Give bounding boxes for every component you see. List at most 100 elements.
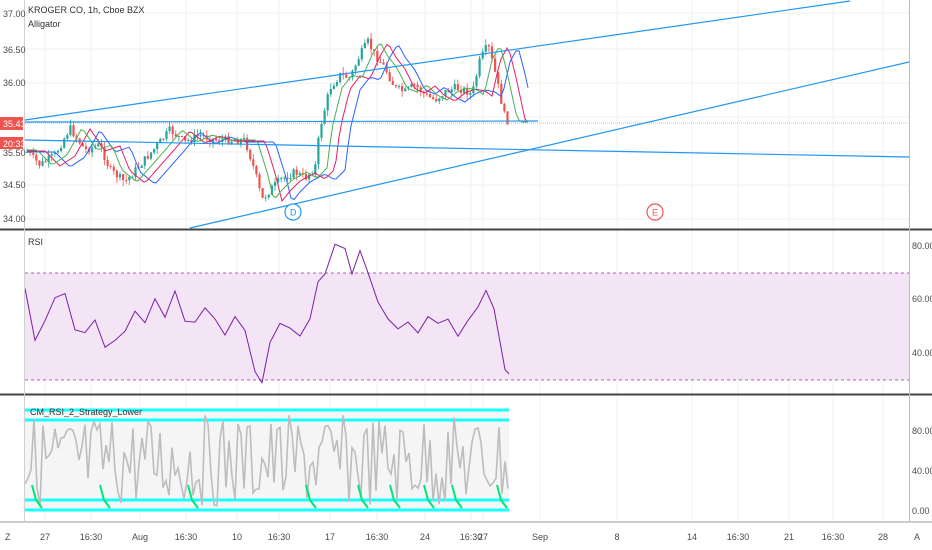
candle-body	[354, 65, 357, 71]
candle-body	[125, 180, 128, 182]
candle-body	[255, 165, 258, 175]
candle-body	[199, 134, 202, 137]
candle-body	[373, 49, 376, 51]
strategy-oversold-mark	[187, 484, 199, 509]
earnings-marker[interactable]	[646, 203, 664, 221]
candle-body	[91, 147, 94, 153]
candle-body	[453, 84, 456, 90]
rsi-title: RSI	[28, 237, 43, 247]
candle-body	[500, 83, 503, 104]
trendline-descending[interactable]	[24, 139, 910, 158]
candle-body	[32, 153, 35, 155]
candle-body	[370, 38, 373, 50]
trendline-upper[interactable]	[24, 0, 851, 121]
candle-body	[332, 85, 335, 89]
candle-body	[366, 38, 370, 44]
corner-label-right[interactable]: A	[914, 532, 920, 542]
rsi-axis-60: 60.00	[912, 294, 932, 304]
candle-body	[363, 43, 366, 49]
corner-label-left[interactable]: Z	[5, 532, 11, 542]
candle-body	[484, 45, 487, 52]
candle-body	[382, 62, 385, 65]
candle-body	[218, 140, 221, 143]
candle-body	[323, 110, 326, 124]
price-label-36: 36.00	[3, 78, 26, 88]
time-badge-text: 20:33	[3, 139, 26, 149]
candle-body	[280, 178, 283, 180]
candle-body	[63, 138, 66, 148]
time-axis-label: 16:30	[727, 532, 750, 542]
candle-body	[494, 58, 497, 72]
candle-body	[264, 197, 267, 199]
candle-body	[84, 146, 87, 149]
candle-body	[475, 76, 478, 87]
strategy-oversold-mark	[31, 484, 43, 509]
candle-body	[115, 170, 118, 178]
rsi-line	[24, 243, 510, 385]
candle-body	[171, 126, 174, 135]
main-pane[interactable]	[0, 0, 909, 228]
dividend-marker[interactable]	[284, 203, 302, 221]
trendlines[interactable]	[24, 0, 910, 229]
candle-body	[72, 125, 75, 137]
candle-body	[416, 84, 419, 88]
time-axis-label: 17	[325, 532, 335, 542]
candle-body	[261, 188, 264, 198]
candle-body	[298, 173, 301, 175]
candle-body	[379, 61, 382, 63]
candle-body	[211, 138, 215, 143]
time-axis-label: 14	[687, 532, 697, 542]
candle-body	[187, 140, 190, 142]
candle-body	[413, 84, 416, 86]
strategy-lines	[24, 408, 509, 512]
candle-body	[404, 88, 407, 92]
time-axis-label: 16:30	[460, 532, 483, 542]
candle-body	[478, 58, 481, 77]
time-axis-label: 16:30	[822, 532, 845, 542]
candle-body	[351, 70, 354, 78]
candle-body	[432, 97, 435, 100]
candle-body	[314, 164, 317, 175]
candle-body	[292, 169, 295, 178]
candle-body	[401, 86, 404, 92]
time-axis-label: 28	[878, 532, 888, 542]
time-axis-label: 16:30	[80, 532, 103, 542]
candle-body	[131, 176, 134, 178]
time-axis-label: 16:30	[366, 532, 389, 542]
candle-body	[503, 103, 506, 112]
trendline-lower[interactable]	[189, 61, 910, 229]
candle-body	[149, 152, 153, 159]
candle-body	[53, 152, 56, 155]
price-label-35-5: 35.50	[3, 148, 26, 158]
alligator-lips	[27, 43, 528, 199]
candle-body	[428, 93, 432, 98]
strategy-oversold-mark	[423, 484, 435, 509]
strategy-title: CM_RSI_2_Strategy_Lower	[30, 407, 142, 417]
candle-body	[304, 174, 308, 180]
candle-body	[466, 87, 469, 95]
candle-body	[435, 99, 438, 102]
candle-body	[122, 174, 125, 181]
candle-body	[146, 156, 149, 159]
time-axis-label: Sep	[532, 532, 548, 542]
alligator-teeth	[27, 43, 529, 203]
trendline-horizontal[interactable]	[24, 120, 539, 123]
time-axis-label: 16:30	[175, 532, 198, 542]
strategy-oversold-mark	[305, 484, 317, 509]
candle-body	[277, 178, 280, 183]
candle-body	[258, 174, 261, 189]
price-badge	[0, 117, 23, 130]
candle-body	[56, 150, 60, 153]
candle-body	[360, 48, 363, 60]
candle-body	[317, 137, 320, 165]
candle-body	[97, 143, 100, 147]
strategy-axis-0: 0.00	[912, 506, 930, 516]
candle-body	[289, 177, 292, 180]
candle-body	[320, 123, 323, 138]
candle-body	[438, 98, 441, 102]
candle-body	[459, 90, 463, 93]
alligator-lines	[27, 43, 529, 203]
strategy-axis-40: 40.00	[912, 466, 932, 476]
